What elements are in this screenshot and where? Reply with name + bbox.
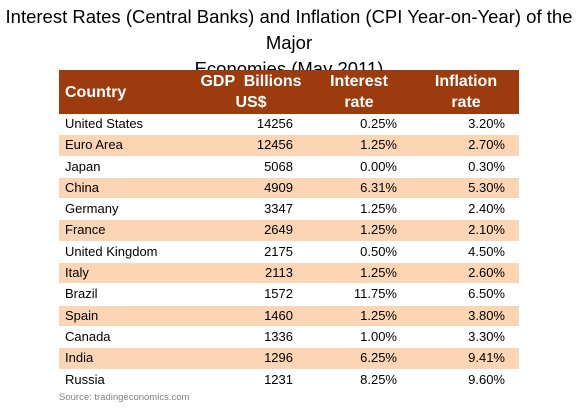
data-table: Country GDP Billions US$ Interest rate I… xyxy=(59,70,519,391)
cell-country: India xyxy=(59,347,197,370)
cell-inflation: 9.60% xyxy=(413,369,519,391)
cell-country: Japan xyxy=(59,156,197,178)
table-row: Brazil 1572 11.75% 6.50% xyxy=(59,283,519,306)
cell-country: Russia xyxy=(59,369,197,391)
cell-inflation: 9.41% xyxy=(413,347,519,370)
table-row: Italy 2113 1.25% 2.60% xyxy=(59,262,519,285)
cell-gdp: 3347 xyxy=(197,198,305,221)
header-interest-line-1: Interest xyxy=(330,73,388,90)
header-country-label: Country xyxy=(65,83,127,101)
cell-inflation: 3.20% xyxy=(413,114,519,136)
chart-title-line-1: Interest Rates (Central Banks) and Infla… xyxy=(5,6,573,53)
table-row: Russia 1231 8.25% 9.60% xyxy=(59,369,519,391)
cell-country: China xyxy=(59,177,197,200)
header-gdp-line-1: GDP Billions xyxy=(200,73,302,90)
cell-interest: 1.25% xyxy=(305,305,413,327)
cell-interest: 1.25% xyxy=(305,262,413,285)
source-note: Source: tradingeconomics.com xyxy=(59,392,190,403)
table-row: Euro Area 12456 1.25% 2.70% xyxy=(59,134,519,157)
header-gdp-line-2: US$ xyxy=(235,94,267,111)
cell-country: Canada xyxy=(59,326,197,349)
cell-country: Germany xyxy=(59,198,197,221)
cell-country: France xyxy=(59,219,197,242)
header-interest: Interest rate xyxy=(305,70,413,114)
cell-interest: 11.75% xyxy=(305,283,413,306)
cell-gdp: 1460 xyxy=(197,305,305,327)
header-inflation: Inflation rate xyxy=(413,70,519,114)
table-row: India 1296 6.25% 9.41% xyxy=(59,347,519,370)
table-row: United Kingdom 2175 0.50% 4.50% xyxy=(59,241,519,264)
cell-country: Italy xyxy=(59,262,197,285)
cell-country: Euro Area xyxy=(59,134,197,157)
cell-gdp: 2113 xyxy=(197,262,305,285)
cell-gdp: 2175 xyxy=(197,241,305,264)
cell-inflation: 4.50% xyxy=(413,241,519,264)
table-row: Germany 3347 1.25% 2.40% xyxy=(59,198,519,221)
cell-interest: 0.25% xyxy=(305,114,413,136)
cell-interest: 6.25% xyxy=(305,347,413,370)
cell-inflation: 3.30% xyxy=(413,326,519,349)
header-inflation-line-1: Inflation xyxy=(434,73,498,90)
cell-inflation: 2.10% xyxy=(413,219,519,242)
header-gdp: GDP Billions US$ xyxy=(197,70,305,114)
cell-interest: 1.25% xyxy=(305,134,413,157)
cell-inflation: 0.30% xyxy=(413,156,519,178)
cell-inflation: 3.80% xyxy=(413,305,519,327)
header-row: Country GDP Billions US$ Interest rate I… xyxy=(59,70,519,114)
cell-inflation: 2.70% xyxy=(413,134,519,157)
cell-country: United States xyxy=(59,114,197,136)
cell-gdp: 5068 xyxy=(197,156,305,178)
table-row: United States 14256 0.25% 3.20% xyxy=(59,114,519,136)
cell-interest: 0.50% xyxy=(305,241,413,264)
cell-interest: 6.31% xyxy=(305,177,413,200)
cell-inflation: 2.40% xyxy=(413,198,519,221)
header-country: Country xyxy=(59,70,197,114)
header-inflation-line-2: rate xyxy=(451,94,481,111)
cell-country: Brazil xyxy=(59,283,197,306)
cell-country: Spain xyxy=(59,305,197,327)
cell-gdp: 1336 xyxy=(197,326,305,349)
cell-interest: 8.25% xyxy=(305,369,413,391)
table-row: Japan 5068 0.00% 0.30% xyxy=(59,156,519,178)
cell-interest: 0.00% xyxy=(305,156,413,178)
cell-inflation: 6.50% xyxy=(413,283,519,306)
header-interest-line-2: rate xyxy=(344,94,374,111)
cell-gdp: 1231 xyxy=(197,369,305,391)
cell-gdp: 12456 xyxy=(197,134,305,157)
cell-gdp: 2649 xyxy=(197,219,305,242)
cell-inflation: 5.30% xyxy=(413,177,519,200)
cell-gdp: 4909 xyxy=(197,177,305,200)
cell-interest: 1.25% xyxy=(305,219,413,242)
table-row: China 4909 6.31% 5.30% xyxy=(59,177,519,200)
cell-interest: 1.25% xyxy=(305,198,413,221)
table-row: Canada 1336 1.00% 3.30% xyxy=(59,326,519,349)
cell-inflation: 2.60% xyxy=(413,262,519,285)
cell-gdp: 1296 xyxy=(197,347,305,370)
cell-gdp: 1572 xyxy=(197,283,305,306)
cell-gdp: 14256 xyxy=(197,114,305,136)
cell-interest: 1.00% xyxy=(305,326,413,349)
cell-country: United Kingdom xyxy=(59,241,197,264)
table-row: Spain 1460 1.25% 3.80% xyxy=(59,305,519,327)
table-row: France 2649 1.25% 2.10% xyxy=(59,219,519,242)
